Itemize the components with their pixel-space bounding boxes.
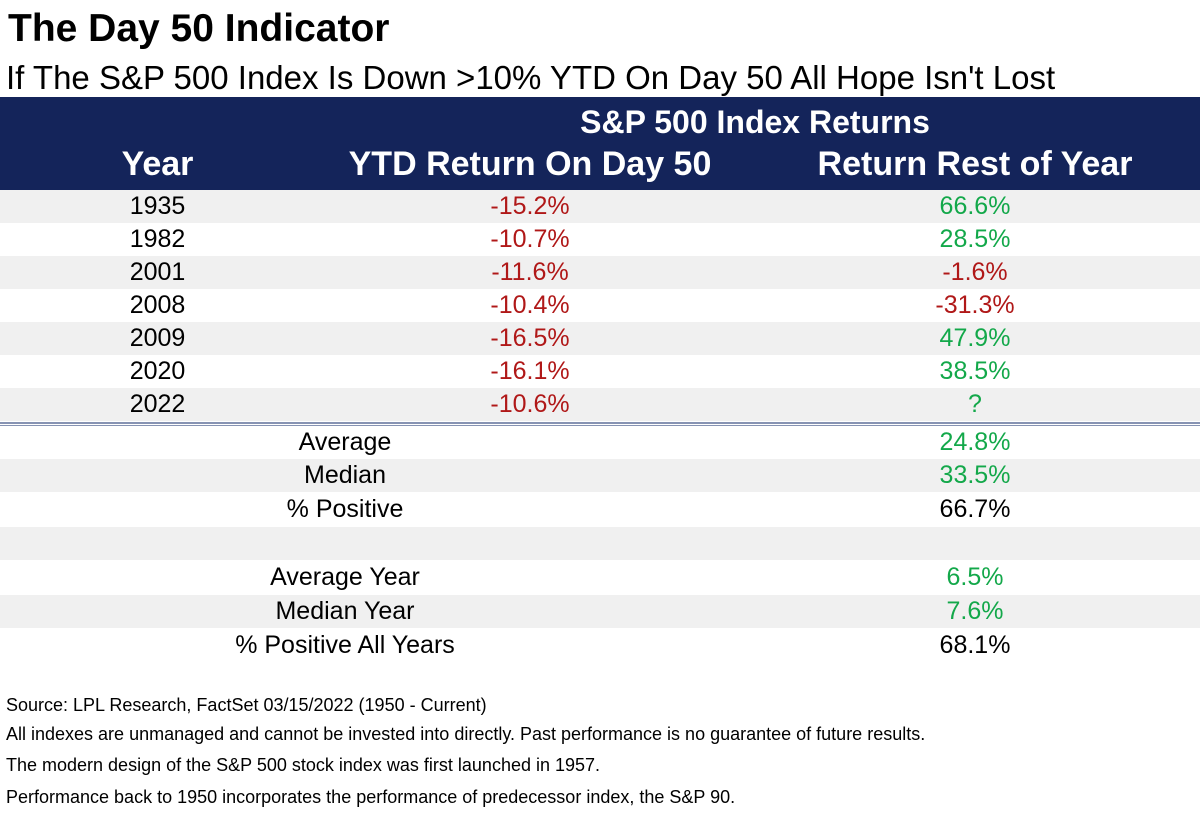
column-header-ytd-return: YTD Return On Day 50 (348, 145, 712, 183)
table-row: 2022 -10.6% ? (0, 388, 1200, 421)
table-header: S&P 500 Index Returns Year YTD Return On… (0, 97, 1200, 190)
page-title: The Day 50 Indicator (8, 7, 390, 50)
year-cell: 1982 (129, 225, 186, 253)
summary-value: 33.5% (939, 461, 1011, 489)
rest-of-year-cell: -1.6% (942, 258, 1008, 286)
table-row: 1982 -10.7% 28.5% (0, 223, 1200, 256)
summary-row: Median 33.5% (0, 459, 1200, 492)
table-row: 2001 -11.6% -1.6% (0, 256, 1200, 289)
table-divider (0, 422, 1200, 424)
rest-of-year-cell: 47.9% (939, 324, 1011, 352)
rest-of-year-cell: 38.5% (939, 357, 1011, 385)
ytd-return-cell: -10.4% (490, 291, 570, 319)
footnote-disclaimer: All indexes are unmanaged and cannot be … (6, 724, 926, 744)
summary-value: 66.7% (939, 495, 1011, 523)
footnote-performance: Performance back to 1950 incorporates th… (6, 787, 736, 807)
summary-label: Median Year (275, 597, 415, 625)
summary-label: % Positive All Years (235, 631, 455, 659)
year-cell: 2001 (129, 258, 186, 286)
column-header-return-rest-of-year: Return Rest of Year (817, 145, 1133, 183)
ytd-return-cell: -16.1% (490, 357, 570, 385)
year-cell: 2008 (129, 291, 186, 319)
summary-label: Average Year (270, 563, 420, 591)
table-row: 1935 -15.2% 66.6% (0, 190, 1200, 223)
summary-value: 6.5% (946, 563, 1004, 591)
summary-label: Median (304, 461, 386, 489)
summary-value: 7.6% (946, 597, 1004, 625)
rest-of-year-cell: ? (968, 390, 982, 418)
table-row: 2009 -16.5% 47.9% (0, 322, 1200, 355)
summary-row: % Positive All Years 68.1% (0, 629, 1200, 662)
ytd-return-cell: -10.7% (490, 225, 570, 253)
page-subtitle: If The S&P 500 Index Is Down >10% YTD On… (6, 59, 1056, 96)
column-header-year: Year (121, 145, 194, 183)
summary-row: Average Year 6.5% (0, 561, 1200, 594)
summary-row: Average 24.8% (0, 426, 1200, 459)
ytd-return-cell: -11.6% (491, 258, 569, 286)
summary-value: 68.1% (939, 631, 1011, 659)
year-cell: 2020 (129, 357, 186, 385)
footnote-design: The modern design of the S&P 500 stock i… (6, 755, 601, 775)
summary-row: % Positive 66.7% (0, 493, 1200, 526)
rest-of-year-cell: 28.5% (939, 225, 1011, 253)
summary-label: % Positive (286, 495, 404, 523)
rest-of-year-cell: 66.6% (939, 192, 1011, 220)
summary-label: Average (298, 428, 392, 456)
year-cell: 2022 (129, 390, 186, 418)
ytd-return-cell: -16.5% (490, 324, 570, 352)
footnote-source: Source: LPL Research, FactSet 03/15/2022… (6, 695, 487, 715)
year-cell: 1935 (129, 192, 186, 220)
ytd-return-cell: -15.2% (490, 192, 570, 220)
table-divider (0, 425, 1200, 426)
group-header: S&P 500 Index Returns (580, 104, 930, 140)
year-cell: 2009 (129, 324, 186, 352)
summary-value: 24.8% (939, 428, 1011, 456)
table-row: 2020 -16.1% 38.5% (0, 355, 1200, 388)
spacer-row (0, 527, 1200, 560)
table-row: 2008 -10.4% -31.3% (0, 289, 1200, 322)
rest-of-year-cell: -31.3% (935, 291, 1015, 319)
summary-row: Median Year 7.6% (0, 595, 1200, 628)
ytd-return-cell: -10.6% (490, 390, 570, 418)
